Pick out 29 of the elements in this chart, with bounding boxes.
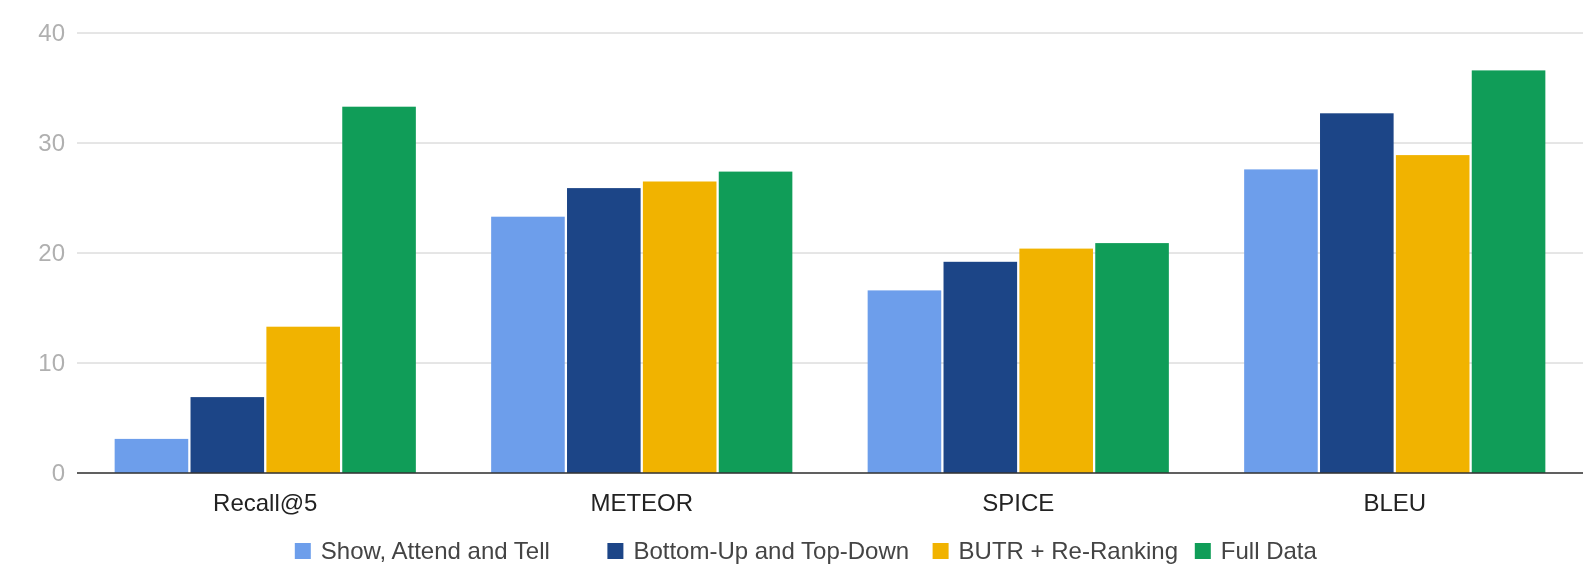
y-tick-label: 10 xyxy=(38,349,65,377)
bar xyxy=(1019,248,1093,473)
bar xyxy=(1395,155,1470,473)
legend-label: Show, Attend and Tell xyxy=(320,537,550,565)
legend-label: BUTR + Re-Ranking xyxy=(958,537,1179,565)
bar xyxy=(491,216,565,473)
bar xyxy=(1320,113,1394,473)
bar xyxy=(943,261,1018,473)
bar xyxy=(190,397,265,473)
bar xyxy=(567,188,641,473)
bar xyxy=(718,171,793,473)
x-tick-label: SPICE xyxy=(982,489,1055,516)
y-tick-label: 30 xyxy=(38,129,65,157)
legend-label: Full Data xyxy=(1220,537,1318,565)
bar xyxy=(342,106,416,473)
bar xyxy=(1095,243,1169,473)
y-tick-label: 40 xyxy=(38,19,65,47)
x-tick-label: METEOR xyxy=(590,489,694,516)
x-tick-label: BLEU xyxy=(1363,489,1427,516)
bar xyxy=(867,290,942,473)
x-tick-label: Recall@5 xyxy=(213,489,318,516)
bar xyxy=(1471,70,1546,473)
legend-label: Bottom-Up and Top-Down xyxy=(633,537,910,565)
y-tick-label: 0 xyxy=(51,459,65,487)
y-tick-label: 20 xyxy=(38,239,65,267)
bar xyxy=(266,326,340,473)
bar xyxy=(1244,169,1318,473)
bar xyxy=(642,181,717,473)
bar xyxy=(114,438,189,473)
